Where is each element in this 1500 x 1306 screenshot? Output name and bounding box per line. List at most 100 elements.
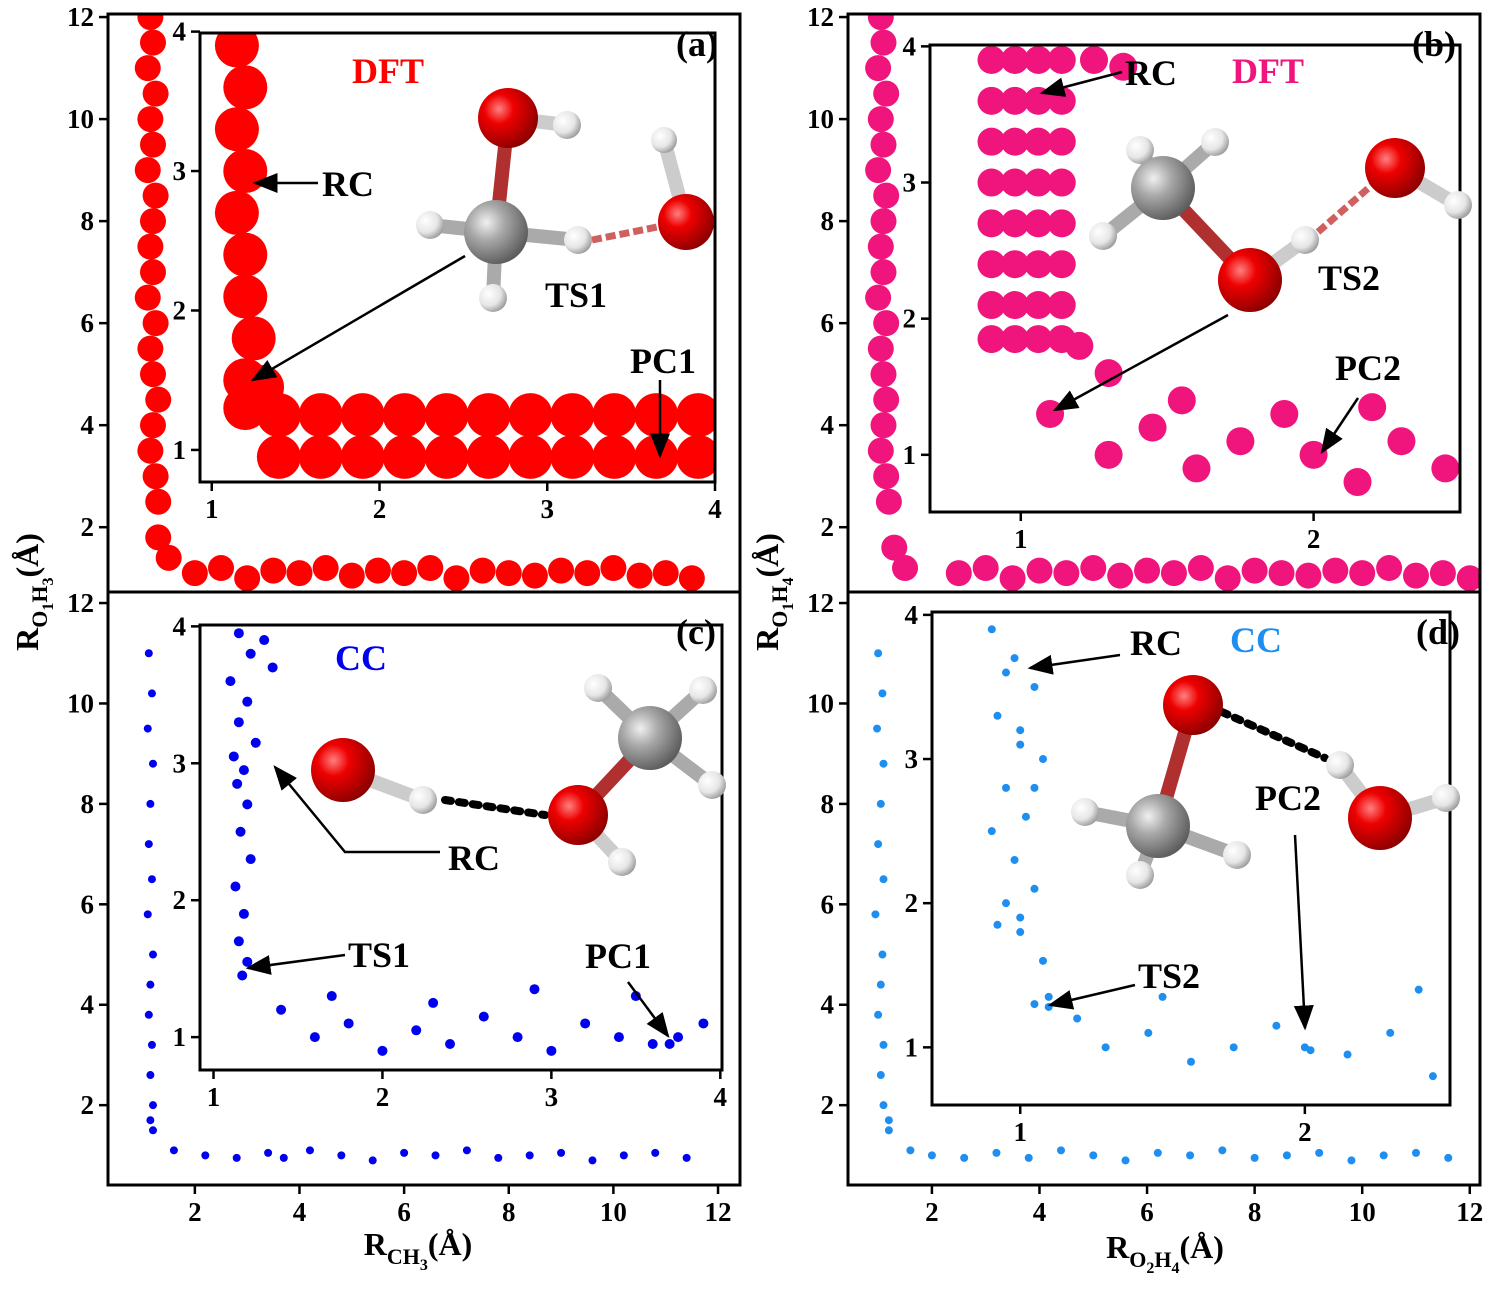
point: [279, 1153, 288, 1162]
point: [337, 1151, 346, 1160]
arrow: [1027, 653, 1121, 675]
point: [879, 1040, 888, 1049]
axis-title-part: 1: [780, 603, 797, 611]
y-tick-label: 4: [173, 17, 187, 47]
point: [144, 649, 153, 658]
point: [139, 131, 166, 158]
state-label: TS1: [545, 275, 607, 315]
axis-title-part: (Å): [1179, 1229, 1223, 1265]
x-tick-label: 2: [188, 1197, 202, 1227]
point: [256, 393, 301, 438]
point: [137, 335, 164, 362]
panel-label: (a): [676, 24, 718, 64]
point: [865, 157, 892, 184]
point: [634, 434, 679, 479]
y-tick-label: 4: [903, 31, 917, 61]
point: [892, 555, 919, 582]
point: [1024, 250, 1053, 279]
point: [181, 560, 208, 587]
axis-title-part: R: [364, 1226, 388, 1262]
point: [870, 361, 897, 388]
axis-title-part: R: [1106, 1229, 1130, 1265]
point: [305, 1146, 314, 1155]
point: [223, 232, 268, 277]
point: [139, 259, 166, 286]
point: [1000, 86, 1029, 115]
point: [1000, 325, 1029, 354]
y-tick-label: 3: [173, 748, 187, 778]
y-tick-label: 8: [821, 206, 835, 236]
x-tick-label: 4: [293, 1197, 307, 1227]
point: [1272, 1021, 1281, 1030]
point: [1089, 1151, 1098, 1160]
y-tick-label: 2: [903, 304, 917, 334]
point: [870, 131, 897, 158]
point: [391, 560, 418, 587]
point: [1167, 386, 1196, 415]
point: [1079, 45, 1108, 74]
point: [1044, 992, 1053, 1001]
point: [1306, 1046, 1315, 1055]
point: [1414, 985, 1423, 994]
state-label: PC2: [1255, 778, 1321, 818]
x-tick-label: 2: [373, 494, 387, 524]
plot-area: [930, 45, 1460, 512]
point: [264, 1148, 273, 1157]
point: [495, 560, 522, 587]
y-tick-label: 12: [807, 2, 834, 32]
state-label: RC: [1125, 53, 1177, 93]
y-tick-label: 10: [807, 104, 834, 134]
point: [1047, 127, 1076, 156]
point: [626, 562, 653, 589]
point: [250, 737, 261, 748]
point: [977, 209, 1006, 238]
point: [867, 233, 894, 260]
point: [147, 689, 156, 698]
plot: 1 2 3 4 1 2 3 4: [173, 611, 728, 1112]
point: [972, 555, 999, 582]
y-tick-label: 12: [807, 588, 834, 618]
point: [223, 386, 268, 431]
points: [977, 45, 1460, 497]
point: [148, 1126, 157, 1135]
point: [1080, 555, 1107, 582]
point: [993, 711, 1002, 720]
x-tick-label: 8: [502, 1197, 516, 1227]
point: [326, 991, 337, 1002]
point: [338, 562, 365, 589]
point: [245, 854, 256, 865]
point: [698, 1018, 709, 1029]
point: [1047, 250, 1076, 279]
point: [1182, 454, 1211, 483]
point: [927, 1151, 936, 1160]
arrow: [250, 254, 466, 382]
point: [1387, 427, 1416, 456]
point: [634, 393, 679, 438]
axis-title-part: R: [749, 627, 785, 651]
point: [1016, 740, 1025, 749]
y-tick-label: 6: [81, 889, 95, 919]
point: [977, 127, 1006, 156]
point: [1021, 812, 1030, 821]
axis-title: RO1H3(Å): [9, 533, 57, 651]
point: [987, 827, 996, 836]
point: [145, 488, 172, 515]
axis-title-part: H: [1154, 1247, 1171, 1272]
panel-label: (d): [1416, 612, 1460, 652]
point: [874, 840, 883, 849]
point: [469, 557, 496, 584]
point: [1010, 855, 1019, 864]
x-tick-label: 2: [1298, 1117, 1312, 1147]
point: [521, 562, 548, 589]
x-tick-label: 4: [1033, 1197, 1047, 1227]
points: [865, 14, 1480, 592]
point: [1039, 755, 1047, 764]
x-tick-label: 3: [545, 1082, 559, 1112]
point: [139, 29, 166, 56]
point: [1160, 560, 1187, 587]
point: [343, 1018, 354, 1029]
point: [208, 555, 235, 582]
state-label: TS2: [1318, 258, 1380, 298]
point: [231, 316, 276, 361]
point: [146, 980, 155, 989]
